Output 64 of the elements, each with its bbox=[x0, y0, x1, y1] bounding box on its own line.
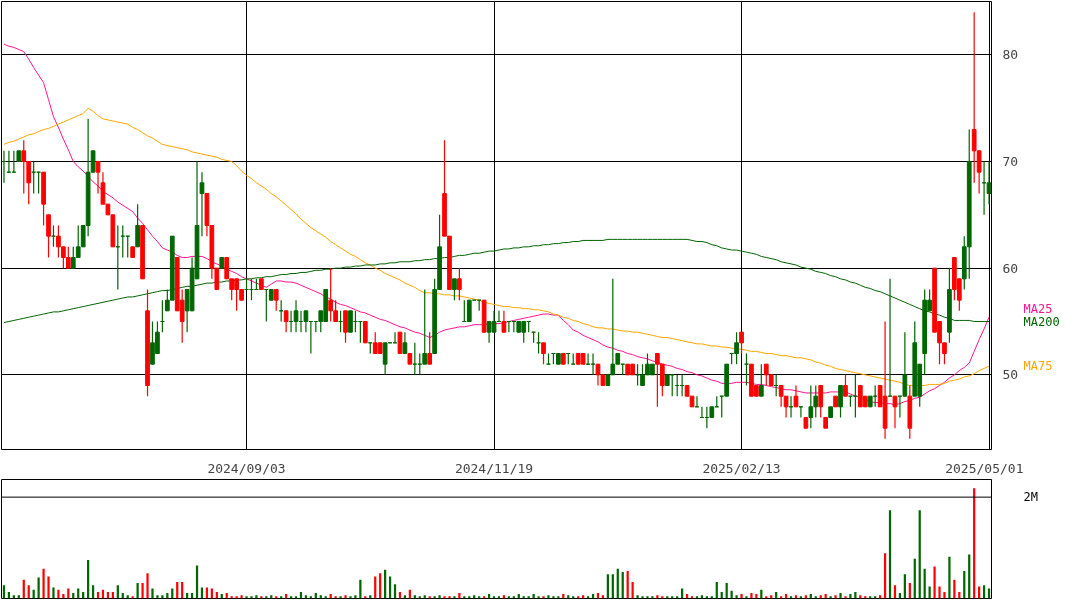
bar bbox=[47, 576, 50, 599]
bar bbox=[641, 596, 644, 599]
bar bbox=[156, 595, 159, 599]
bar bbox=[948, 556, 951, 599]
bar bbox=[2, 585, 6, 599]
bar bbox=[834, 595, 837, 599]
bar bbox=[839, 592, 842, 599]
bar bbox=[453, 596, 456, 599]
text: MA200 bbox=[1023, 314, 1060, 329]
bar bbox=[339, 596, 342, 599]
bar bbox=[849, 594, 852, 599]
bar bbox=[537, 596, 540, 599]
x-tick-label: 2025/02/13 bbox=[702, 460, 781, 476]
y-tick-label: 50 bbox=[1002, 367, 1019, 383]
text: MA75 bbox=[1023, 359, 1053, 374]
bar bbox=[250, 596, 253, 599]
bar bbox=[245, 596, 248, 599]
bar bbox=[240, 595, 243, 599]
y-tick-label: 70 bbox=[1002, 154, 1019, 169]
bar bbox=[918, 510, 921, 599]
x-tick-label: 2024/09/03 bbox=[207, 460, 286, 476]
x-tick-label: 2024/11/19 bbox=[454, 460, 534, 476]
bar bbox=[888, 510, 892, 599]
bar bbox=[933, 566, 936, 599]
bar bbox=[547, 595, 550, 599]
bar bbox=[552, 596, 555, 599]
bar bbox=[116, 585, 119, 599]
bar bbox=[893, 585, 897, 599]
y-tick-label: 60 bbox=[1002, 260, 1019, 276]
y-tick-label: 80 bbox=[1002, 47, 1019, 63]
line-series bbox=[3, 43, 990, 406]
bar bbox=[344, 595, 347, 599]
bar bbox=[354, 595, 357, 599]
ref-line-label: 2M bbox=[1023, 490, 1038, 505]
bar bbox=[27, 585, 30, 599]
text: MA25 bbox=[1023, 301, 1053, 316]
bar bbox=[141, 583, 144, 599]
bar bbox=[91, 585, 95, 599]
bar bbox=[388, 576, 392, 599]
bar bbox=[968, 554, 971, 599]
x-tick-label: 2025/05/01 bbox=[945, 460, 1024, 476]
bar bbox=[52, 587, 55, 599]
bar bbox=[57, 589, 60, 599]
bar bbox=[374, 576, 377, 599]
bar bbox=[349, 596, 352, 599]
bar bbox=[646, 596, 649, 599]
bar bbox=[943, 591, 946, 599]
bar bbox=[42, 568, 45, 599]
bar bbox=[750, 592, 753, 599]
bar bbox=[443, 596, 446, 599]
bar bbox=[542, 596, 545, 599]
bar bbox=[745, 596, 748, 599]
bar bbox=[255, 595, 258, 599]
bar bbox=[844, 596, 847, 599]
bar bbox=[438, 595, 441, 599]
bar bbox=[151, 588, 154, 599]
bar bbox=[982, 585, 986, 599]
bar bbox=[146, 573, 149, 599]
bar bbox=[448, 596, 451, 599]
bar bbox=[740, 594, 743, 599]
bar bbox=[938, 586, 941, 599]
bar bbox=[735, 595, 738, 599]
bar bbox=[651, 596, 654, 599]
bar bbox=[636, 595, 639, 599]
